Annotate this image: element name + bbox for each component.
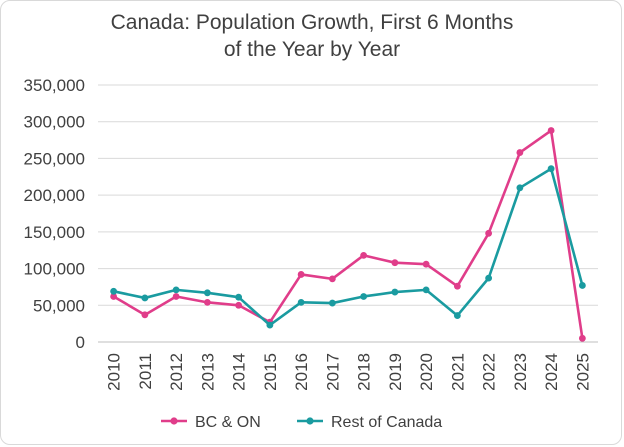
data-point <box>235 293 243 301</box>
y-tick-label: 0 <box>76 333 85 352</box>
y-tick-label: 50,000 <box>33 296 85 315</box>
x-tick-label: 2018 <box>355 353 374 391</box>
data-point <box>578 282 586 289</box>
x-tick-label: 2017 <box>323 353 342 391</box>
data-point <box>266 321 274 329</box>
y-tick-label: 200,000 <box>24 186 85 205</box>
data-point <box>422 260 430 268</box>
data-point <box>453 282 461 290</box>
x-tick-label: 2019 <box>386 353 405 391</box>
data-point <box>547 165 555 173</box>
x-tick-label: 2023 <box>511 353 530 391</box>
x-tick-label: 2022 <box>480 353 499 391</box>
data-point <box>203 289 211 297</box>
data-point <box>453 312 461 319</box>
data-point <box>516 184 524 192</box>
y-tick-label: 350,000 <box>24 76 85 95</box>
data-point <box>391 288 399 296</box>
data-point <box>297 298 305 306</box>
data-point <box>328 299 336 307</box>
data-point <box>516 149 524 156</box>
data-point <box>422 286 430 294</box>
data-point <box>172 293 180 300</box>
y-tick-label: 250,000 <box>24 149 85 168</box>
data-point <box>360 293 368 300</box>
data-point <box>391 259 399 267</box>
data-point <box>172 286 180 294</box>
data-point <box>110 287 118 295</box>
y-tick-label: 150,000 <box>24 223 85 242</box>
legend-label: Rest of Canada <box>331 414 442 431</box>
x-tick-label: 2014 <box>230 353 249 391</box>
chart-title-line1: Canada: Population Growth, First 6 Month… <box>110 11 514 34</box>
chart-title: Canada: Population Growth, First 6 Month… <box>1 9 623 63</box>
data-point <box>141 294 149 302</box>
legend-label: BC & ON <box>195 414 261 431</box>
x-tick-label: 2021 <box>448 353 467 391</box>
data-point <box>485 274 493 282</box>
y-tick-label: 100,000 <box>24 260 85 279</box>
data-point <box>141 311 149 319</box>
data-point <box>485 229 493 237</box>
legend-swatch-marker <box>170 417 178 425</box>
y-tick-label: 300,000 <box>24 113 85 132</box>
chart-title-line2: of the Year by Year <box>223 38 401 61</box>
x-tick-label: 2020 <box>417 353 436 391</box>
x-tick-label: 2015 <box>261 353 280 391</box>
data-point <box>360 251 368 259</box>
data-point <box>235 301 243 309</box>
data-point <box>203 298 211 306</box>
x-tick-label: 2012 <box>167 353 186 391</box>
data-point <box>578 334 586 342</box>
x-tick-label: 2011 <box>136 353 155 390</box>
x-tick-label: 2010 <box>105 353 124 391</box>
series-line-0 <box>112 129 584 339</box>
series-line-1 <box>113 167 584 327</box>
data-point <box>328 275 336 283</box>
x-tick-label: 2016 <box>292 353 311 391</box>
x-tick-label: 2025 <box>573 353 592 391</box>
x-tick-label: 2013 <box>198 353 217 391</box>
data-point <box>297 271 305 278</box>
x-tick-label: 2024 <box>542 353 561 391</box>
data-point <box>547 127 555 134</box>
legend-swatch-marker <box>306 417 314 425</box>
data-point <box>110 293 118 300</box>
